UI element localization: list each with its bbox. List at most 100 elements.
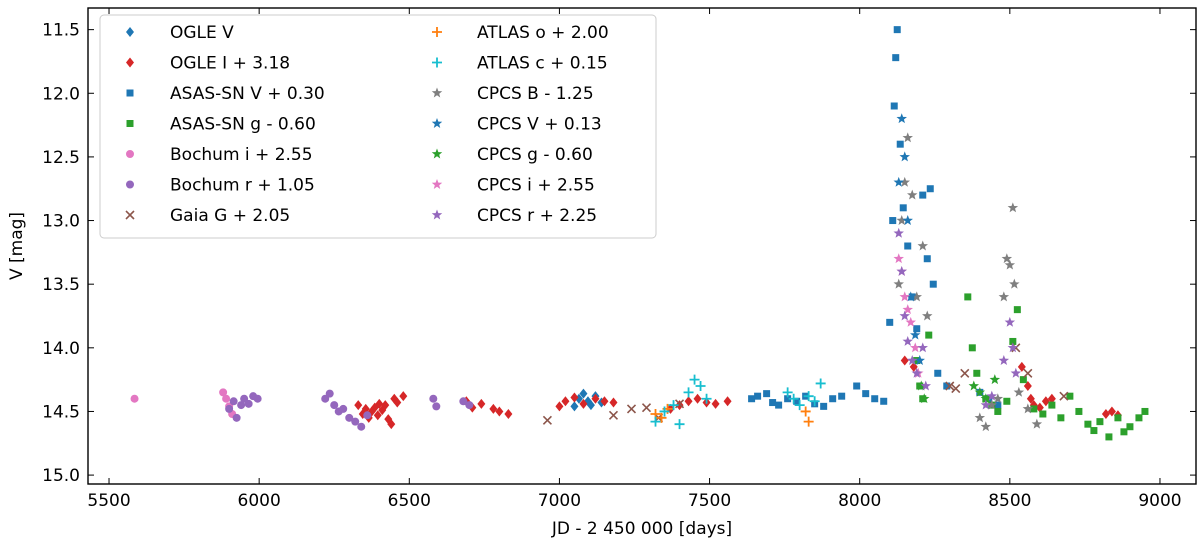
legend-item: Bochum i + 2.55 bbox=[126, 145, 313, 165]
data-point bbox=[994, 401, 1002, 409]
data-point bbox=[237, 401, 246, 410]
data-point bbox=[375, 398, 384, 409]
data-point bbox=[429, 394, 438, 403]
data-point bbox=[968, 344, 976, 352]
data-point bbox=[754, 392, 762, 400]
series-8 bbox=[650, 374, 826, 430]
data-point bbox=[910, 329, 921, 340]
data-point bbox=[609, 397, 618, 408]
y-axis-title: V [mag] bbox=[7, 212, 27, 280]
y-tick-label: 12.5 bbox=[42, 148, 80, 168]
data-point bbox=[829, 395, 837, 403]
data-point bbox=[570, 401, 579, 412]
data-point bbox=[893, 253, 904, 264]
data-point bbox=[1022, 403, 1034, 414]
legend-item: CPCS g - 0.60 bbox=[431, 145, 593, 165]
data-point bbox=[974, 412, 986, 423]
y-tick-label: 14.5 bbox=[42, 402, 80, 422]
legend-marker bbox=[126, 180, 134, 189]
data-point bbox=[980, 421, 992, 432]
legend: OGLE V OGLE I + 3.18 ASAS-SN V + 0.30 ASAS-… bbox=[99, 14, 657, 239]
data-point bbox=[1023, 368, 1033, 378]
legend-marker bbox=[126, 89, 134, 97]
data-point bbox=[896, 215, 907, 225]
data-point bbox=[723, 396, 732, 407]
data-point bbox=[899, 151, 910, 162]
data-point bbox=[689, 374, 700, 385]
data-point bbox=[902, 304, 913, 315]
data-point bbox=[641, 403, 652, 413]
data-point bbox=[899, 310, 910, 321]
data-point bbox=[1141, 407, 1149, 415]
data-point bbox=[900, 355, 909, 366]
data-point bbox=[893, 26, 901, 34]
data-point bbox=[910, 342, 921, 353]
data-point bbox=[934, 369, 942, 377]
data-point bbox=[763, 390, 771, 398]
legend-item: OGLE I + 3.18 bbox=[126, 54, 290, 74]
legend-marker bbox=[431, 148, 443, 159]
data-point bbox=[893, 278, 904, 289]
x-tick-label: 8000 bbox=[838, 491, 881, 511]
x-tick-label: 7500 bbox=[688, 491, 731, 511]
data-point bbox=[784, 395, 792, 403]
data-point bbox=[775, 401, 783, 409]
data-point bbox=[815, 378, 826, 389]
data-point bbox=[1084, 420, 1092, 428]
legend-label: OGLE V bbox=[170, 23, 234, 43]
data-point bbox=[871, 395, 879, 403]
data-point bbox=[373, 410, 382, 421]
data-point bbox=[363, 411, 372, 420]
x-tick-label: 6000 bbox=[238, 491, 281, 511]
legend-marker bbox=[126, 57, 134, 68]
data-point bbox=[820, 402, 828, 410]
data-point bbox=[586, 400, 595, 411]
plot-area bbox=[130, 26, 1149, 441]
y-tick-label: 13.5 bbox=[42, 275, 80, 295]
data-point bbox=[945, 381, 955, 391]
data-point bbox=[886, 318, 894, 326]
data-point bbox=[911, 291, 922, 302]
data-point bbox=[943, 382, 951, 390]
data-point bbox=[253, 394, 262, 403]
data-point bbox=[1019, 376, 1027, 384]
legend-label: Gaia G + 2.05 bbox=[170, 206, 290, 226]
data-point bbox=[989, 374, 1001, 385]
data-point bbox=[1013, 306, 1021, 314]
legend-item: CPCS r + 2.25 bbox=[431, 206, 597, 226]
data-point bbox=[339, 404, 348, 413]
data-point bbox=[591, 393, 600, 404]
data-point bbox=[974, 386, 986, 397]
data-point bbox=[889, 217, 897, 225]
data-point bbox=[914, 355, 925, 365]
data-point bbox=[994, 407, 1002, 415]
data-point bbox=[465, 401, 474, 410]
series-11 bbox=[916, 374, 1001, 404]
data-point bbox=[1013, 386, 1025, 397]
data-point bbox=[1030, 405, 1038, 413]
data-point bbox=[626, 404, 637, 414]
x-tick-label: 5500 bbox=[87, 491, 130, 511]
data-point bbox=[992, 393, 1004, 404]
legend-marker bbox=[431, 87, 443, 98]
data-point bbox=[232, 413, 241, 422]
data-point bbox=[788, 393, 799, 404]
data-point bbox=[693, 393, 702, 404]
data-point bbox=[244, 399, 253, 408]
data-point bbox=[600, 396, 609, 407]
data-point bbox=[489, 403, 498, 414]
legend-item: ATLAS o + 2.00 bbox=[432, 23, 609, 43]
data-point bbox=[1114, 414, 1122, 422]
data-point bbox=[911, 367, 922, 378]
series-13 bbox=[893, 227, 1022, 410]
data-point bbox=[1041, 396, 1050, 407]
data-point bbox=[1007, 202, 1019, 213]
series-3 bbox=[913, 293, 1149, 441]
data-point bbox=[219, 388, 228, 397]
data-point bbox=[357, 422, 366, 431]
data-point bbox=[794, 400, 805, 411]
data-point bbox=[905, 316, 916, 327]
data-point bbox=[1047, 393, 1056, 404]
data-point bbox=[1066, 392, 1074, 400]
data-point bbox=[579, 398, 588, 409]
